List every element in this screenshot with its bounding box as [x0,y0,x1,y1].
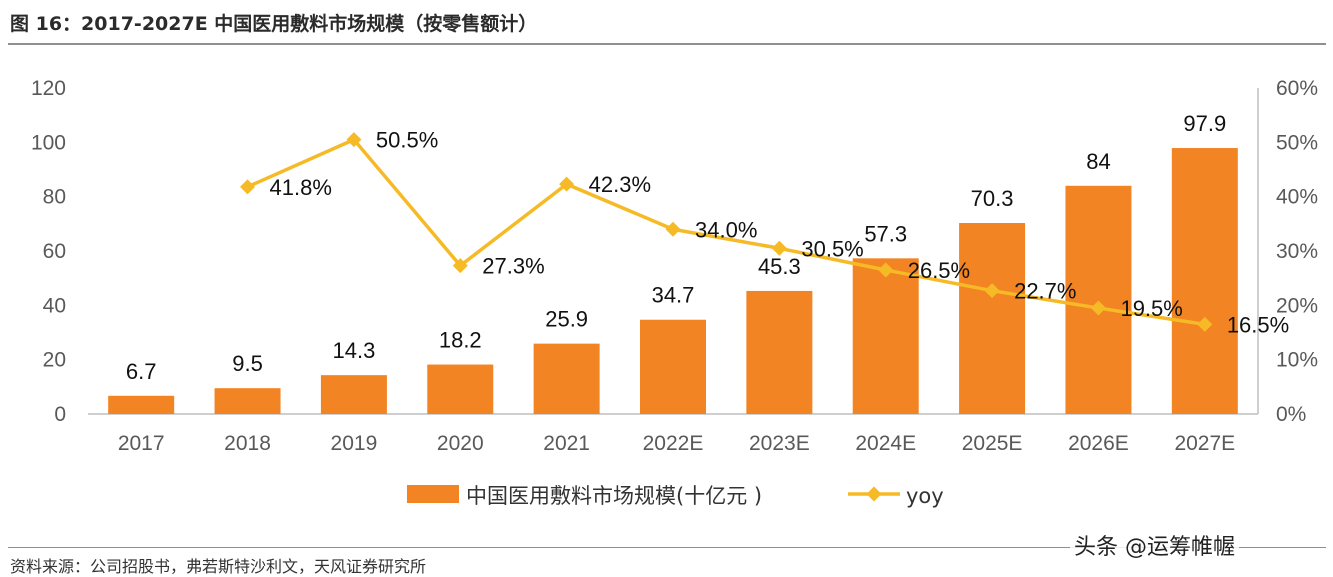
bar-value-label: 18.2 [439,328,482,353]
title-divider [8,43,1326,45]
legend-line-marker [866,486,882,502]
bar [640,319,706,414]
yoy-marker [665,221,681,237]
x-tick-label: 2023E [749,432,810,455]
y-left-tick-label: 120 [31,77,66,100]
source-divider [8,547,1326,548]
y-right-tick-label: 30% [1276,240,1318,263]
yoy-marker [771,240,787,256]
bar-value-label: 57.3 [864,221,907,246]
source-note: 资料来源：公司招股书，弗若斯特沙利文，天风证券研究所 [10,557,427,576]
yoy-marker [346,132,362,148]
y-right-tick-label: 40% [1276,186,1318,209]
y-left-tick-label: 100 [31,131,66,154]
bar-value-label: 45.3 [758,254,801,279]
yoy-marker [1197,316,1213,332]
bar [108,395,175,414]
legend-line-label: yoy [906,484,944,508]
bar-value-label: 84 [1086,149,1110,174]
bar [533,343,600,414]
bar [852,258,919,414]
bar [959,223,1026,414]
x-tick-label: 2026E [1068,432,1129,455]
y-right-tick-label: 50% [1276,131,1318,154]
yoy-marker [878,262,894,278]
bar [1171,148,1238,414]
yoy-value-label: 16.5% [1227,312,1289,337]
yoy-line [246,137,1206,327]
x-tick-label: 2024E [855,432,916,455]
watermark: 头条 @运筹帷幄 [1070,529,1239,561]
bar [1065,185,1132,414]
x-tick-label: 2025E [962,432,1023,455]
bar-value-label: 70.3 [971,186,1014,211]
x-tick-label: 2020 [437,432,484,455]
bar [746,290,813,414]
figure-title: 图 16：2017-2027E 中国医用敷料市场规模（按零售额计） [10,13,538,35]
x-tick-label: 2022E [643,432,704,455]
yoy-value-label: 42.3% [589,172,651,197]
y-right-tick-label: 60% [1276,77,1318,100]
legend-bar-label: 中国医用敷料市场规模(十亿元 ) [466,484,762,508]
bar [320,375,387,414]
yoy-value-label: 30.5% [801,236,863,261]
bar-value-label: 25.9 [545,307,588,332]
yoy-value-label: 41.8% [270,175,332,200]
x-tick-label: 2017 [118,432,165,455]
yoy-value-label: 34.0% [695,217,757,242]
x-tick-label: 2019 [331,432,378,455]
y-left-tick-label: 40 [43,294,66,317]
y-left-tick-label: 20 [43,349,66,372]
yoy-marker [452,258,468,274]
bar-value-label: 97.9 [1183,111,1226,136]
yoy-value-label: 19.5% [1120,296,1182,321]
yoy-value-label: 27.3% [482,254,544,279]
yoy-marker [984,283,1000,299]
yoy-value-label: 22.7% [1014,279,1076,304]
yoy-value-label: 50.5% [376,128,438,153]
legend-bar-swatch [407,485,459,503]
bar-value-label: 34.7 [652,283,695,308]
bar-value-label: 6.7 [126,359,157,384]
bar-value-label: 9.5 [232,351,263,376]
bar [214,388,281,414]
yoy-marker [559,176,575,192]
yoy-value-label: 26.5% [908,258,970,283]
y-left-tick-label: 80 [43,186,66,209]
bar [427,364,494,414]
y-left-tick-label: 0 [54,403,66,426]
y-right-tick-label: 0% [1276,403,1306,426]
y-left-tick-label: 60 [43,240,66,263]
bar-value-label: 14.3 [332,338,375,363]
yoy-marker [1090,300,1106,316]
yoy-marker [240,179,256,195]
x-tick-label: 2027E [1174,432,1235,455]
y-right-tick-label: 20% [1276,294,1318,317]
x-tick-label: 2021 [543,432,590,455]
x-tick-label: 2018 [224,432,271,455]
y-right-tick-label: 10% [1276,349,1318,372]
